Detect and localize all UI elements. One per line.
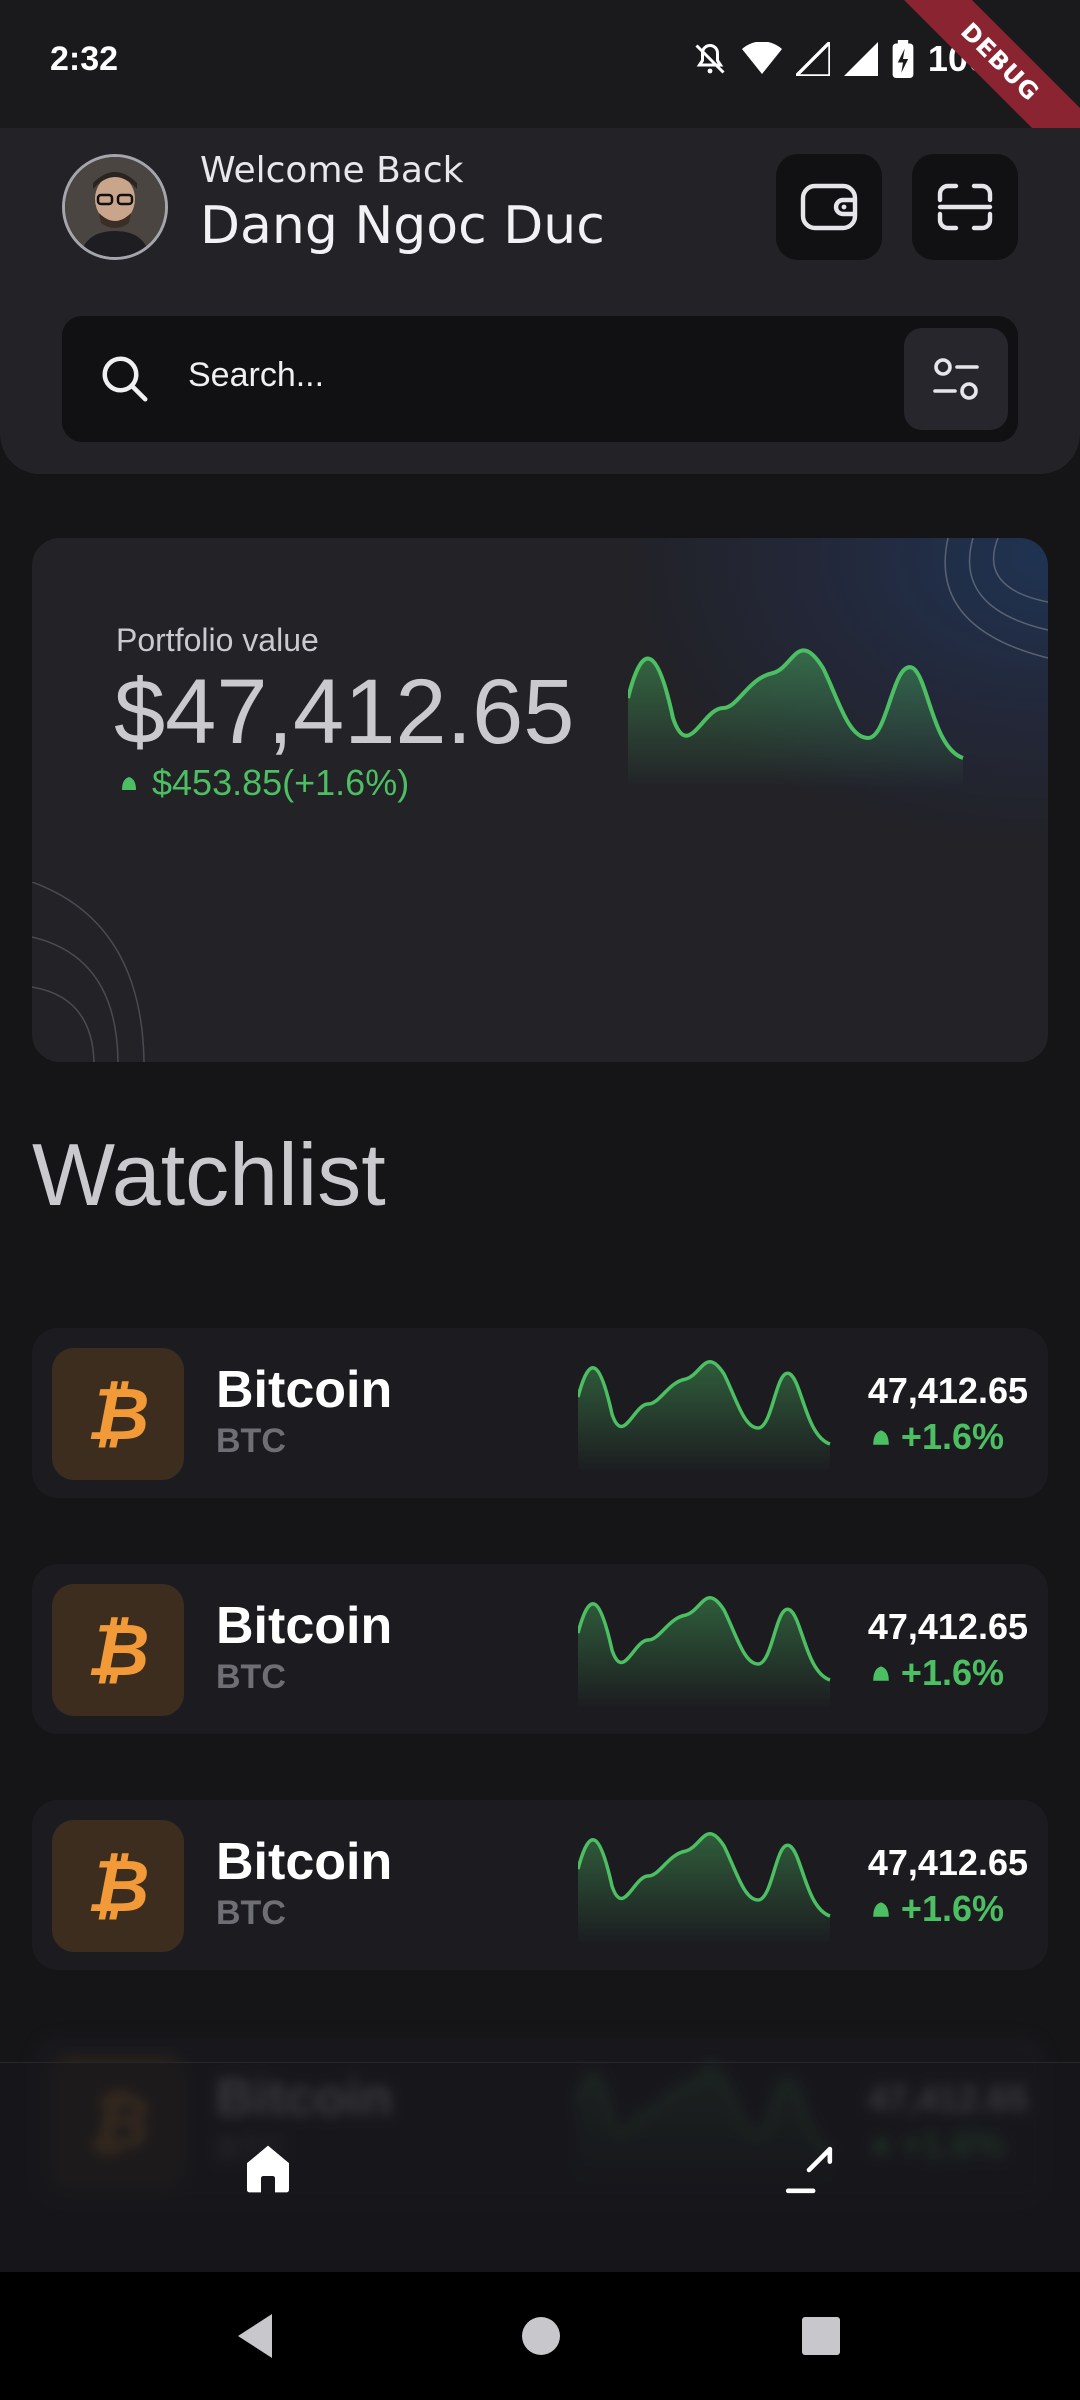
- coin-name: Bitcoin: [216, 1833, 393, 1891]
- coin-price: 47,412.65: [867, 1842, 1028, 1883]
- greeting: Welcome Back: [200, 150, 464, 191]
- bitcoin-icon: ₿: [52, 1584, 184, 1716]
- portfolio-label: Portfolio value: [116, 622, 319, 658]
- notifications-off-icon: [695, 43, 725, 74]
- coin-change-text: +1.6%: [900, 1416, 1004, 1457]
- coin-price: 47,412.65: [867, 1606, 1028, 1647]
- decorative-arcs-bottom: [32, 882, 145, 1062]
- coin-change: +1.6%: [871, 1652, 1004, 1694]
- coin-name: Bitcoin: [216, 1361, 393, 1419]
- coin-symbol: BTC: [216, 1894, 286, 1932]
- up-indicator-icon: [122, 777, 136, 790]
- coin-symbol: BTC: [216, 1422, 286, 1460]
- wallet-icon: [800, 183, 858, 231]
- back-icon[interactable]: [234, 2312, 276, 2360]
- watchlist-title: Watchlist: [32, 1125, 386, 1224]
- avatar[interactable]: [62, 154, 168, 260]
- coin-change: +1.6%: [871, 1888, 1004, 1930]
- coin-price: 47,412.65: [867, 1370, 1028, 1411]
- status-bar: 2:32 100% DEBUG: [0, 0, 1080, 186]
- coin-change-text: +1.6%: [900, 1888, 1004, 1929]
- bitcoin-icon: ₿: [52, 1348, 184, 1480]
- portfolio-change: $453.85(+1.6%): [120, 762, 409, 804]
- portfolio-change-text: $453.85(+1.6%): [152, 762, 410, 803]
- decorative-arcs-top: [944, 538, 1048, 659]
- home-icon[interactable]: [240, 2141, 296, 2197]
- wifi-icon: [741, 42, 782, 74]
- system-navigation-bar: [0, 2272, 1080, 2400]
- filter-button[interactable]: [904, 328, 1008, 430]
- status-time: 2:32: [50, 40, 119, 78]
- portfolio-card[interactable]: Portfolio value $47,412.65 $453.85(+1.6%…: [32, 538, 1048, 1062]
- coin-sparkline: [578, 1596, 831, 1708]
- search-input[interactable]: [188, 356, 888, 395]
- up-indicator-icon: [873, 1902, 889, 1917]
- portfolio-value: $47,412.65: [114, 661, 575, 763]
- filter-icon: [933, 358, 979, 400]
- portfolio-sparkline: [628, 648, 964, 788]
- user-name: Dang Ngoc Duc: [200, 196, 605, 256]
- up-indicator-icon: [873, 1430, 889, 1445]
- search-bar[interactable]: [62, 316, 1018, 442]
- header: Welcome Back Dang Ngoc Duc: [0, 128, 1080, 474]
- coin-symbol: BTC: [216, 1658, 286, 1696]
- coin-sparkline: [578, 1832, 831, 1944]
- search-icon: [102, 356, 148, 402]
- home-circle-icon[interactable]: [520, 2312, 562, 2360]
- battery-charging-icon: [892, 40, 914, 78]
- coin-change: +1.6%: [871, 1416, 1004, 1458]
- scan-icon: [937, 183, 993, 231]
- wallet-button[interactable]: [776, 154, 882, 260]
- signal-full-icon: [843, 42, 878, 76]
- signal-icon: [795, 42, 830, 76]
- avatar-image: [65, 157, 165, 257]
- watchlist-item[interactable]: ₿ Bitcoin BTC 47,412.65 +1.6%: [32, 1800, 1048, 1970]
- watchlist-item[interactable]: ₿ Bitcoin BTC 47,412.65 +1.6%: [32, 1564, 1048, 1734]
- watchlist-item[interactable]: ₿ Bitcoin BTC 47,412.65 +1.6%: [32, 1328, 1048, 1498]
- arrow-down-left-icon[interactable]: [784, 2145, 834, 2195]
- coin-sparkline: [578, 1360, 831, 1472]
- coin-change-text: +1.6%: [900, 1652, 1004, 1693]
- bottom-navigation: [0, 2062, 1080, 2272]
- bitcoin-icon: ₿: [52, 1820, 184, 1952]
- recents-icon[interactable]: [800, 2312, 842, 2360]
- scan-button[interactable]: [912, 154, 1018, 260]
- coin-name: Bitcoin: [216, 1597, 393, 1655]
- up-indicator-icon: [873, 1666, 889, 1681]
